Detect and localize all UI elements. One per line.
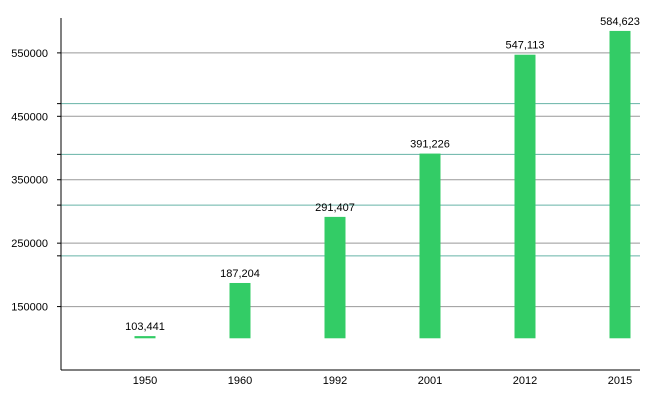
bars: [134, 30, 631, 339]
y-tick-label: 450000: [11, 111, 48, 123]
y-tick-label: 350000: [11, 175, 48, 187]
data-label: 547,113: [506, 40, 545, 52]
x-tick-label: 2015: [608, 375, 632, 387]
data-label: 391,226: [410, 139, 450, 151]
bar: [514, 54, 536, 339]
x-tick-label: 2001: [418, 375, 442, 387]
data-labels: 103,441 187,204 291,407 391,226 547,113 584,6…: [125, 16, 640, 333]
bar: [229, 282, 251, 339]
bar: [134, 336, 156, 339]
bar: [609, 30, 631, 339]
x-tick-label: 1950: [133, 375, 157, 387]
y-tick-label: 550000: [11, 48, 48, 60]
axes: [60, 18, 640, 371]
data-label: 584,623: [600, 16, 640, 28]
y-tick-label: 250000: [11, 238, 48, 250]
x-tick-label: 1992: [323, 375, 347, 387]
bar: [419, 153, 441, 339]
x-tick-label: 2012: [513, 375, 537, 387]
data-label: 187,204: [220, 268, 260, 280]
x-tick-label: 1960: [228, 375, 252, 387]
bar: [324, 216, 346, 339]
data-label: 103,441: [125, 321, 165, 333]
grid-lines: [57, 52, 640, 308]
x-tick-labels: 1950 1960 1992 2001 2012 2015: [133, 375, 632, 387]
y-tick-labels: 150000 250000 350000 450000 550000: [11, 48, 48, 314]
y-tick-label: 150000: [11, 302, 48, 314]
data-label: 291,407: [315, 202, 355, 214]
